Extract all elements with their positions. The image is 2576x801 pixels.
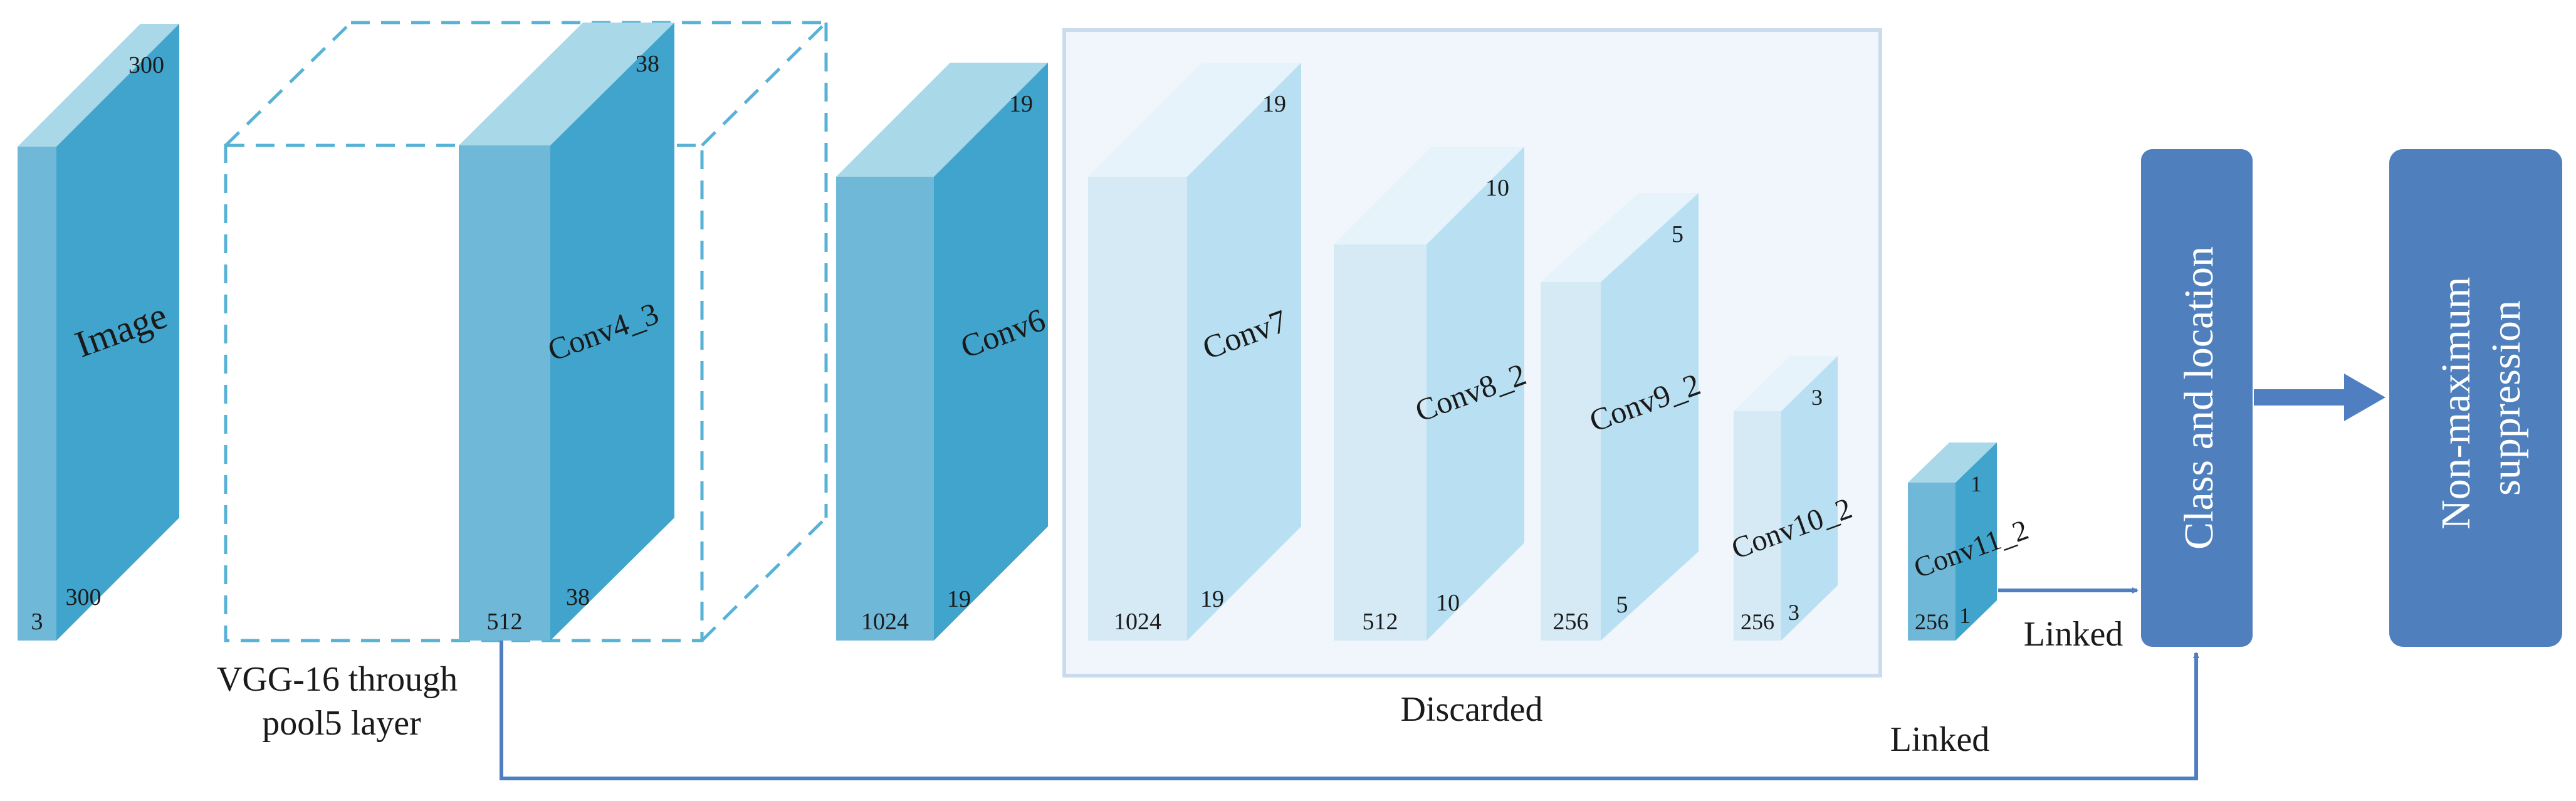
conv6-front-face bbox=[836, 177, 934, 641]
conv6-dim-front: 1024 bbox=[861, 609, 909, 635]
conv6-top-face bbox=[836, 63, 1048, 177]
connection-arrows bbox=[500, 587, 2199, 780]
conv4-3-dim-top: 38 bbox=[636, 51, 659, 77]
conv10-2-dim-front: 256 bbox=[1741, 609, 1774, 634]
discarded-label: Discarded bbox=[1400, 690, 1542, 729]
nms-label: Non-maximum suppression bbox=[2433, 266, 2529, 530]
conv7-front-face bbox=[1088, 177, 1187, 641]
conv9-2-top-face bbox=[1541, 193, 1699, 282]
conv11-2-dim-front: 256 bbox=[1915, 609, 1949, 634]
conv6-dim-side: 19 bbox=[947, 586, 971, 612]
conv8-2-dim-front: 512 bbox=[1363, 609, 1398, 635]
conv9-2-side-face bbox=[1601, 193, 1699, 641]
nms-box bbox=[2389, 149, 2562, 647]
nms-label-line2: suppression bbox=[2483, 300, 2529, 496]
conv10-2-dim-side: 3 bbox=[1788, 600, 1799, 625]
conv11-2-side-face bbox=[1956, 442, 1997, 641]
linked-label-1: Linked bbox=[2024, 615, 2123, 654]
conv8-2-dim-top: 10 bbox=[1485, 175, 1509, 201]
conv4-3-dim-front: 512 bbox=[487, 609, 523, 635]
vgg-label-line1: VGG-16 through bbox=[217, 660, 458, 699]
conv8-2-dim-side: 10 bbox=[1436, 590, 1460, 616]
image-dim-top: 300 bbox=[128, 52, 164, 78]
vgg-label-line2: pool5 layer bbox=[262, 704, 421, 743]
conv8-2-side-face bbox=[1427, 147, 1524, 641]
class-location-label: Class and location bbox=[2176, 246, 2222, 550]
conv11-2-dim-side: 1 bbox=[1959, 603, 1971, 628]
conv9-2-dim-top: 5 bbox=[1672, 221, 1683, 248]
image-dim-side: 300 bbox=[66, 584, 102, 610]
conv7-dim-front: 1024 bbox=[1114, 609, 1161, 635]
conv7-dim-top: 19 bbox=[1262, 91, 1286, 117]
linked-label-2: Linked bbox=[1890, 720, 1990, 759]
conv10-2-front-face bbox=[1734, 411, 1781, 641]
conv11-2-dim-top: 1 bbox=[1971, 471, 1982, 496]
conv9-2-dim-front: 256 bbox=[1553, 609, 1589, 635]
conv9-2-dim-side: 5 bbox=[1616, 592, 1628, 618]
image-side-face bbox=[56, 24, 179, 641]
conv11-2-top-face bbox=[1908, 442, 1997, 483]
conv4-3-side-face bbox=[550, 23, 674, 641]
conv9-2-front-face bbox=[1541, 282, 1601, 641]
conv6-dim-top: 19 bbox=[1009, 91, 1033, 117]
conv4-3-top-face bbox=[459, 23, 674, 145]
conv4-3-dim-side: 38 bbox=[566, 584, 590, 610]
conv7-top-face bbox=[1088, 63, 1301, 177]
conv8-2-top-face bbox=[1334, 147, 1524, 244]
vgg-label: VGG-16 through pool5 layer bbox=[217, 660, 466, 743]
class-location-box bbox=[2141, 149, 2253, 647]
conv6-side-face bbox=[934, 63, 1048, 641]
main-flow-arrow bbox=[2254, 374, 2385, 421]
nms-label-line1: Non-maximum bbox=[2433, 277, 2479, 530]
conv11-2-front-face bbox=[1908, 483, 1956, 641]
conv7-side-face bbox=[1187, 63, 1301, 641]
conv8-2-front-face bbox=[1334, 244, 1427, 641]
conv10-2-side-face bbox=[1781, 356, 1838, 641]
image-front-face bbox=[18, 147, 56, 641]
conv10-2-dim-top: 3 bbox=[1811, 385, 1823, 410]
image-top-face bbox=[18, 24, 179, 147]
conv7-dim-side: 19 bbox=[1200, 586, 1224, 612]
image-dim-front: 3 bbox=[31, 609, 43, 635]
linked-arrow-bottom bbox=[500, 641, 2199, 780]
conv4-3-front-face bbox=[459, 145, 550, 641]
conv10-2-top-face bbox=[1734, 356, 1838, 411]
